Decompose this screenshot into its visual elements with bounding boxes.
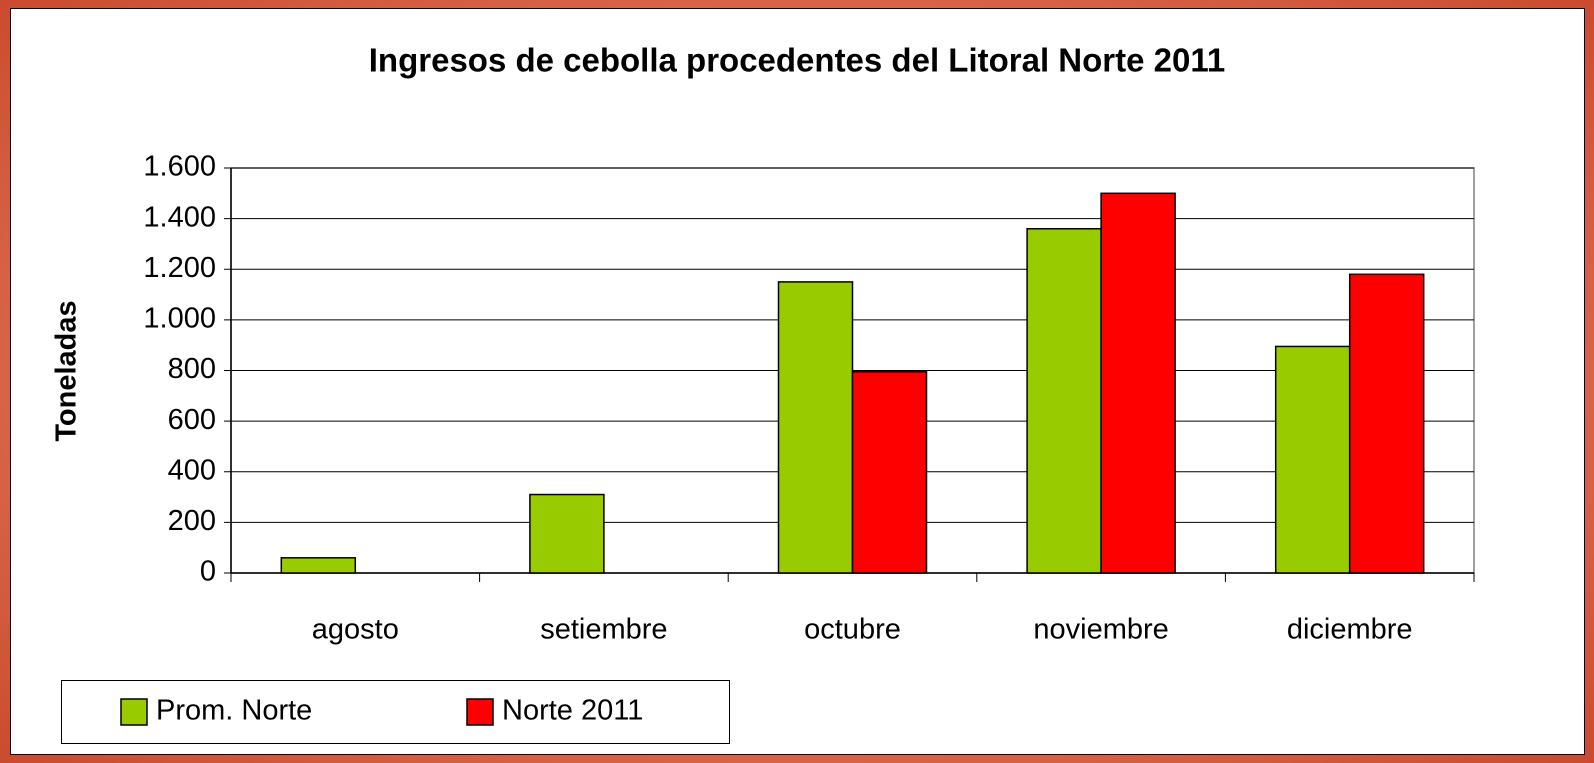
bar bbox=[1274, 345, 1351, 574]
y-tick-label: 1.400 bbox=[143, 201, 216, 233]
bar bbox=[851, 371, 928, 574]
y-tick-label: 800 bbox=[168, 353, 216, 385]
y-tick-label: 1.200 bbox=[143, 252, 216, 284]
y-tick-label: 600 bbox=[168, 404, 216, 436]
y-tick-label: 1.600 bbox=[143, 151, 216, 183]
x-tick-label: agosto bbox=[312, 614, 399, 646]
x-tick-label: setiembre bbox=[540, 614, 667, 646]
legend-swatch bbox=[120, 698, 148, 726]
x-tick-label: diciembre bbox=[1287, 614, 1413, 646]
bar bbox=[280, 557, 357, 574]
bar bbox=[1348, 273, 1425, 574]
chart-title: Ingresos de cebolla procedentes del Lito… bbox=[369, 42, 1225, 79]
bar bbox=[1100, 192, 1176, 574]
bar bbox=[777, 281, 854, 574]
legend-label: Norte 2011 bbox=[502, 695, 643, 727]
y-tick-label: 1.000 bbox=[143, 303, 216, 335]
x-tick-label: octubre bbox=[804, 614, 901, 646]
y-tick-label: 200 bbox=[168, 505, 216, 537]
x-tick-label: noviembre bbox=[1033, 614, 1168, 646]
y-tick-label: 400 bbox=[168, 454, 216, 486]
y-tick-label: 0 bbox=[200, 556, 216, 588]
legend-swatch bbox=[466, 698, 494, 726]
legend-label: Prom. Norte bbox=[156, 695, 312, 727]
bar bbox=[529, 493, 605, 574]
bar bbox=[1026, 228, 1102, 574]
legend-box bbox=[61, 680, 730, 744]
y-axis-label: Toneladas bbox=[51, 300, 83, 441]
